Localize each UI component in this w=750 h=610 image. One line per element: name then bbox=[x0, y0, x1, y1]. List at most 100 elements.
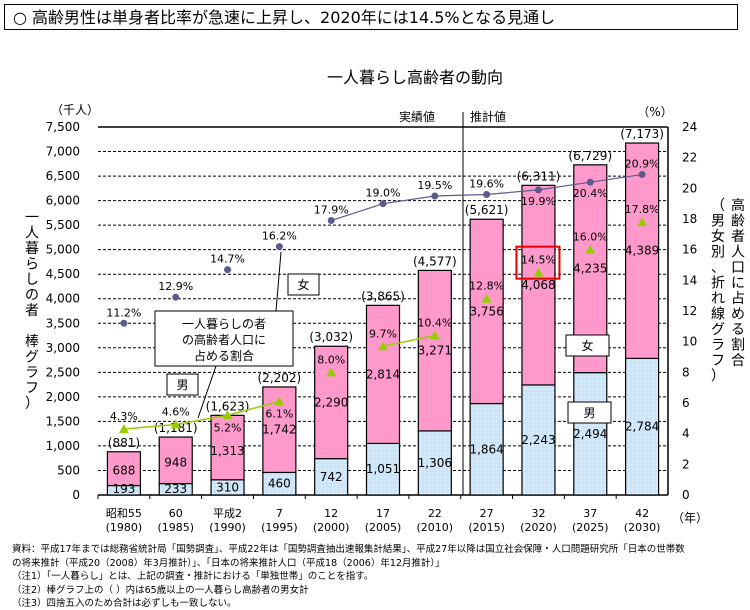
point-female bbox=[327, 217, 335, 225]
y-tick-label: 4,000 bbox=[46, 292, 80, 306]
y2-axis-subtitle: ） bbox=[711, 369, 725, 385]
callout-text: 占める割合 bbox=[194, 348, 254, 363]
bar-total-label: (2,202) bbox=[258, 371, 302, 385]
callout-text: の高齢者人口に bbox=[182, 332, 266, 347]
bar-female bbox=[521, 184, 556, 386]
y2-tick-label: 8 bbox=[682, 365, 690, 379]
bar-total-label: (881) bbox=[108, 436, 140, 450]
bar-male bbox=[624, 357, 660, 496]
y2-axis-subtitle: フ bbox=[711, 353, 725, 369]
x-tick-label: 60 bbox=[169, 507, 183, 520]
y2-tick-label: 16 bbox=[682, 243, 697, 257]
bar-female bbox=[624, 142, 660, 359]
point-female bbox=[431, 192, 439, 200]
y2-tick-label: 6 bbox=[682, 396, 690, 410]
callout-box bbox=[154, 310, 294, 367]
y-tick-label: 1,000 bbox=[46, 439, 80, 453]
x-tick-label: 22 bbox=[428, 507, 442, 520]
y-axis-title: 人 bbox=[25, 226, 39, 242]
bar-total-label: (3,865) bbox=[361, 289, 405, 303]
y2-axis-title: 占 bbox=[731, 291, 745, 307]
bar-male-label: 2,243 bbox=[521, 433, 555, 447]
point-male bbox=[637, 217, 648, 227]
bar-female bbox=[417, 269, 452, 432]
callout-text: 一人暮らしの者 bbox=[182, 317, 266, 331]
bar-female bbox=[158, 436, 193, 485]
bar-total-label: (1,623) bbox=[206, 399, 250, 413]
point-female-label: 19.5% bbox=[417, 179, 452, 192]
bar-total-label: (4,577) bbox=[413, 254, 457, 268]
note-1: （注1）「一人暮らし」とは、上記の調査・推計における「単独世帯」のことを指す。 bbox=[12, 571, 374, 582]
point-male bbox=[481, 293, 492, 303]
bar-male-label: 310 bbox=[216, 480, 239, 494]
y2-tick-label: 4 bbox=[682, 427, 690, 441]
y-axis-title: の bbox=[25, 288, 39, 304]
x-tick-label: 平成2 bbox=[213, 507, 242, 520]
point-male-label: 9.7% bbox=[369, 327, 397, 340]
y2-axis-title: 齢 bbox=[731, 214, 745, 230]
x-tick-label: 昭和55 bbox=[106, 507, 142, 520]
label-male-left-text: 男 bbox=[176, 378, 188, 392]
y2-axis-subtitle: 別 bbox=[711, 245, 725, 261]
bar-total-label: (6,311) bbox=[517, 169, 561, 183]
y-axis-title: ラ bbox=[25, 365, 39, 381]
point-female bbox=[172, 293, 180, 301]
note-source-1: 資料：平成17年までは総務省統計局「国勢調査」、平成22年は「国勢調査抽出速報集… bbox=[12, 544, 685, 555]
x-tick-year-label: (2030) bbox=[624, 521, 661, 534]
y2-axis-title: 割 bbox=[731, 337, 745, 354]
bar-female-label: 4,389 bbox=[625, 244, 659, 258]
x-tick-label: 37 bbox=[583, 507, 597, 520]
point-male bbox=[274, 396, 285, 406]
line-male bbox=[382, 334, 435, 348]
point-female-label: 11.2% bbox=[106, 306, 141, 319]
y2-axis-title: め bbox=[731, 307, 745, 323]
projected-label: 推計値 bbox=[470, 109, 506, 124]
y-unit-label: （千人） bbox=[51, 103, 99, 117]
bar-female-label: 3,756 bbox=[469, 304, 503, 318]
line-male bbox=[123, 400, 280, 430]
point-male-label: 14.5% bbox=[521, 254, 556, 267]
y-axis-title: グ bbox=[25, 350, 39, 366]
bar-total-label: (5,621) bbox=[465, 203, 509, 217]
label-female-right-text: 女 bbox=[581, 338, 593, 353]
x-tick-label: 12 bbox=[324, 507, 338, 520]
callout-arrow-female bbox=[275, 251, 282, 312]
headline: ○ 高齢男性は単身者比率が急速に上昇し、2020年には14.5%となる見通し bbox=[4, 4, 738, 30]
y2-axis-title: 人 bbox=[731, 245, 745, 261]
bar-male-label: 1,864 bbox=[469, 442, 503, 456]
point-male-label: 4.3% bbox=[110, 410, 138, 423]
point-female bbox=[534, 186, 542, 194]
bar-male bbox=[521, 384, 556, 496]
label-male-right-text: 男 bbox=[583, 406, 595, 420]
point-female-label: 19.6% bbox=[469, 177, 504, 190]
point-male bbox=[222, 410, 233, 420]
point-male bbox=[585, 244, 596, 254]
y-tick-label: 7,000 bbox=[46, 145, 80, 159]
y-tick-label: 3,500 bbox=[46, 316, 80, 330]
point-male bbox=[533, 267, 544, 277]
bar-male-label: 2,784 bbox=[625, 420, 659, 434]
y-tick-label: 3,000 bbox=[46, 341, 80, 355]
y-axis-title: 棒 bbox=[25, 334, 39, 350]
bar-male-label: 193 bbox=[112, 482, 135, 496]
point-male-label: 10.4% bbox=[417, 317, 452, 330]
point-male bbox=[378, 341, 388, 351]
y2-axis-subtitle: 折 bbox=[711, 276, 725, 292]
y2-axis-subtitle: （ bbox=[711, 198, 725, 214]
bar-male-label: 460 bbox=[268, 477, 291, 491]
label-male-left bbox=[166, 373, 199, 396]
y2-axis-title: 口 bbox=[731, 260, 745, 276]
bar-female bbox=[314, 345, 349, 460]
point-female-label: 16.2% bbox=[262, 230, 297, 243]
y2-unit-label: （%） bbox=[637, 105, 672, 119]
bar-male bbox=[417, 430, 452, 496]
bar-female-label: 2,814 bbox=[366, 367, 400, 381]
y-tick-label: 1,500 bbox=[46, 414, 80, 428]
bar-female bbox=[365, 304, 401, 445]
bar-male-label: 742 bbox=[320, 470, 343, 484]
bar-male bbox=[469, 402, 504, 496]
bar-female bbox=[469, 218, 504, 405]
point-male bbox=[118, 424, 129, 434]
y2-axis-title: 高 bbox=[731, 197, 745, 214]
